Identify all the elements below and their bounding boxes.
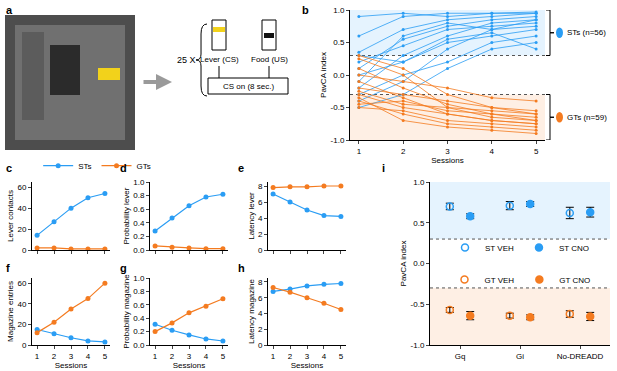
svg-text:0.0: 0.0: [133, 341, 145, 350]
svg-text:0.5: 0.5: [333, 38, 345, 47]
svg-text:-0.5: -0.5: [331, 103, 345, 112]
svg-text:c: c: [6, 162, 12, 174]
svg-text:6: 6: [258, 198, 263, 207]
svg-text:3: 3: [305, 352, 310, 361]
svg-text:-1.0: -1.0: [411, 341, 425, 350]
svg-text:8: 8: [258, 278, 263, 287]
svg-text:1: 1: [357, 147, 362, 156]
svg-text:5: 5: [534, 147, 539, 156]
svg-text:PavCA index: PavCA index: [319, 52, 328, 98]
svg-text:3: 3: [187, 352, 192, 361]
svg-text:0.0: 0.0: [413, 259, 425, 268]
svg-text:b: b: [302, 4, 309, 16]
svg-text:GT CNO: GT CNO: [559, 276, 590, 285]
svg-text:f: f: [6, 262, 10, 274]
svg-text:Latency magazine: Latency magazine: [247, 278, 256, 343]
svg-text:0.8: 0.8: [133, 287, 145, 296]
svg-text:3: 3: [69, 352, 74, 361]
svg-text:60: 60: [17, 279, 26, 288]
svg-text:6: 6: [258, 294, 263, 303]
svg-text:4: 4: [86, 352, 91, 361]
svg-text:1.0: 1.0: [133, 178, 145, 187]
svg-text:e: e: [238, 162, 244, 174]
svg-text:4: 4: [258, 214, 263, 223]
svg-text:1.0: 1.0: [133, 274, 145, 283]
svg-text:0.8: 0.8: [133, 191, 145, 200]
svg-text:0.0: 0.0: [333, 71, 345, 80]
svg-text:Sessions: Sessions: [291, 361, 323, 370]
svg-text:40: 40: [17, 300, 26, 309]
svg-text:Gq: Gq: [455, 352, 466, 361]
svg-text:STs: STs: [78, 162, 91, 171]
svg-text:ST CNO: ST CNO: [559, 244, 589, 253]
svg-text:0: 0: [22, 246, 27, 255]
svg-text:0.2: 0.2: [133, 327, 145, 336]
svg-text:2: 2: [288, 352, 293, 361]
svg-text:-1.0: -1.0: [331, 136, 345, 145]
svg-text:d: d: [120, 162, 127, 174]
svg-text:60: 60: [17, 183, 26, 192]
svg-text:ST VEH: ST VEH: [485, 244, 514, 253]
svg-text:0.4: 0.4: [133, 314, 145, 323]
svg-text:4: 4: [204, 352, 209, 361]
svg-text:5: 5: [339, 352, 344, 361]
svg-text:No-DREADD: No-DREADD: [557, 352, 604, 361]
svg-text:2: 2: [170, 352, 175, 361]
svg-text:Latency lever: Latency lever: [247, 192, 256, 240]
svg-text:Food (US): Food (US): [251, 55, 288, 64]
svg-text:0: 0: [258, 246, 263, 255]
svg-text:1: 1: [271, 352, 276, 361]
svg-text:25 X: 25 X: [177, 55, 196, 65]
svg-text:1.0: 1.0: [333, 6, 345, 15]
svg-text:Sessions: Sessions: [173, 361, 205, 370]
svg-text:1: 1: [153, 352, 158, 361]
svg-text:20: 20: [17, 225, 26, 234]
svg-text:GTs: GTs: [137, 162, 151, 171]
svg-text:2: 2: [258, 325, 263, 334]
svg-text:i: i: [382, 162, 385, 174]
svg-text:3: 3: [445, 147, 450, 156]
svg-text:PavCA index: PavCA index: [399, 241, 408, 287]
svg-text:0.6: 0.6: [133, 205, 145, 214]
svg-text:Sessions: Sessions: [55, 361, 87, 370]
svg-text:0.5: 0.5: [413, 219, 425, 228]
svg-text:Probability lever: Probability lever: [122, 187, 131, 244]
svg-text:-0.5: -0.5: [411, 300, 425, 309]
svg-text:0.4: 0.4: [133, 219, 145, 228]
svg-text:h: h: [238, 262, 245, 274]
svg-text:Sessions: Sessions: [431, 156, 463, 165]
svg-text:2: 2: [401, 147, 406, 156]
svg-text:Lever contacts: Lever contacts: [6, 190, 15, 242]
svg-text:4: 4: [258, 309, 263, 318]
svg-text:GT VEH: GT VEH: [485, 276, 515, 285]
svg-text:GTs (n=59): GTs (n=59): [567, 113, 607, 122]
svg-text:2: 2: [52, 352, 57, 361]
svg-text:8: 8: [258, 182, 263, 191]
svg-text:CS on (8 sec.): CS on (8 sec.): [223, 82, 274, 91]
svg-text:0.2: 0.2: [133, 232, 145, 241]
svg-text:Lever (CS): Lever (CS): [200, 55, 239, 64]
svg-text:0.6: 0.6: [133, 301, 145, 310]
svg-text:Gi: Gi: [516, 352, 524, 361]
svg-text:a: a: [6, 4, 13, 16]
svg-text:5: 5: [103, 352, 108, 361]
svg-text:20: 20: [17, 320, 26, 329]
svg-text:5: 5: [221, 352, 226, 361]
svg-text:1: 1: [35, 352, 40, 361]
svg-text:1.0: 1.0: [413, 178, 425, 187]
svg-text:4: 4: [490, 147, 495, 156]
svg-text:0.0: 0.0: [133, 246, 145, 255]
svg-text:4: 4: [322, 352, 327, 361]
svg-text:2: 2: [258, 230, 263, 239]
svg-text:40: 40: [17, 204, 26, 213]
svg-text:0: 0: [258, 341, 263, 350]
svg-text:Probability magazine: Probability magazine: [122, 274, 131, 349]
svg-text:g: g: [120, 262, 127, 274]
svg-text:STs (n=56): STs (n=56): [567, 28, 606, 37]
svg-text:0: 0: [22, 341, 27, 350]
svg-text:Magazine entries: Magazine entries: [6, 281, 15, 342]
